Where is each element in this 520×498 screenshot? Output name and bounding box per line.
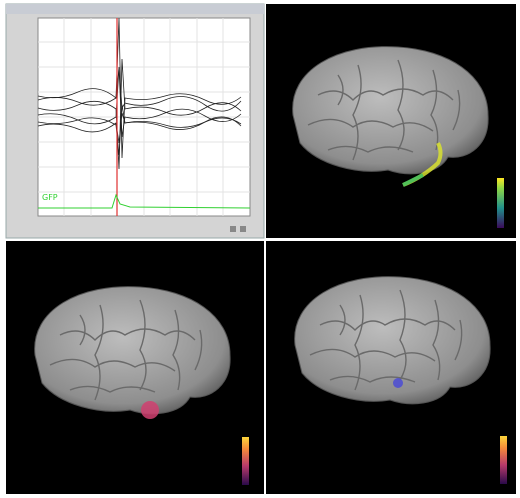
viewer: GFP <box>0 0 520 498</box>
colorbar <box>497 178 504 228</box>
colorbar <box>242 437 249 485</box>
button[interactable] <box>230 226 236 232</box>
colorbar <box>500 436 507 484</box>
screenshot: GFP <box>0 0 520 498</box>
window-titlebar <box>6 4 264 14</box>
button[interactable] <box>240 226 246 232</box>
gfp-label: GFP <box>42 193 58 202</box>
brain-surface <box>295 277 490 404</box>
